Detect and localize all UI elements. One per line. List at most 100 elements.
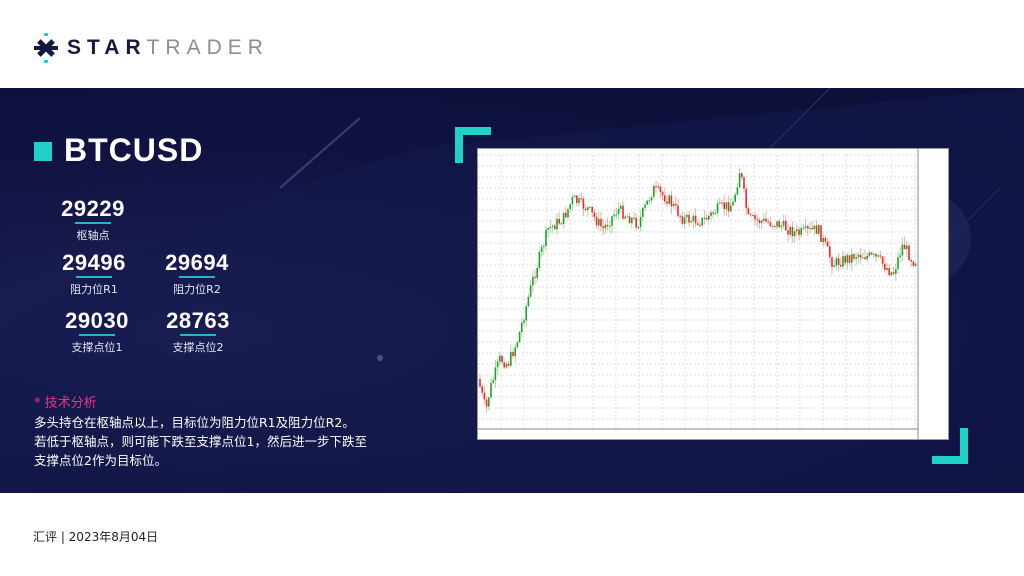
candle-body: [906, 245, 908, 250]
candle-body: [769, 222, 772, 227]
candle-body: [787, 230, 789, 235]
candle-body: [562, 212, 565, 225]
underline: [179, 276, 215, 278]
candle-body: [837, 258, 840, 265]
candle-body: [672, 203, 675, 207]
candle-body: [780, 225, 783, 228]
candle-body: [758, 220, 761, 223]
candle-body: [881, 256, 884, 264]
s1-value: 29030: [65, 308, 129, 333]
candle-body: [714, 213, 717, 215]
candle-body: [503, 362, 505, 368]
candle-body: [749, 214, 752, 216]
candle-body: [732, 201, 734, 206]
candle-body: [800, 228, 802, 235]
candle-body: [534, 277, 536, 279]
candle-body: [870, 252, 873, 255]
candle-body: [628, 216, 631, 224]
pivot-level: 29229 枢轴点: [48, 196, 138, 243]
candle-body: [690, 221, 692, 223]
candle-body: [842, 256, 844, 267]
candle-body: [481, 386, 483, 393]
candle-body: [798, 229, 800, 235]
underline: [79, 334, 115, 336]
candle-body: [591, 206, 593, 213]
candle-body: [505, 363, 508, 368]
candle-body: [776, 221, 778, 227]
s2-level: 28763 支撑点位2: [153, 308, 243, 355]
candle-body: [699, 224, 701, 226]
candle-body: [901, 244, 904, 256]
footer-date: 汇评 | 2023年8月04日: [33, 530, 159, 544]
candle-body: [639, 216, 642, 228]
candle-body: [569, 204, 571, 209]
candle-body: [877, 255, 879, 257]
candle-body: [802, 227, 805, 229]
candle-body: [888, 268, 890, 276]
price-chart-image: [477, 148, 949, 440]
candle-body: [485, 399, 488, 407]
candle-body: [661, 192, 664, 196]
candle-body: [848, 255, 851, 263]
r1-level: 29496 阻力位R1: [49, 250, 139, 297]
candle-body: [571, 196, 574, 205]
candle-body: [551, 225, 554, 227]
candle-body: [595, 216, 598, 226]
candle-body: [738, 173, 741, 188]
candle-body: [545, 229, 547, 246]
candle-body: [796, 229, 798, 232]
candle-body: [910, 260, 912, 262]
candle-body: [488, 397, 490, 407]
candle-body: [580, 198, 582, 200]
candle-body: [747, 208, 750, 215]
candle-body: [507, 363, 510, 366]
candle-body: [903, 244, 906, 250]
candle-body: [745, 188, 747, 209]
candle-body: [558, 218, 560, 224]
candle-body: [494, 367, 497, 381]
candle-body: [879, 255, 882, 257]
candle-body: [659, 186, 662, 193]
candle-body: [736, 187, 739, 195]
candle-body: [576, 195, 578, 204]
candle-body: [670, 195, 673, 207]
r1-label: 阻力位R1: [70, 283, 118, 296]
candle-body: [593, 212, 596, 217]
candle-body: [710, 212, 712, 216]
candle-body: [657, 186, 659, 188]
candle-body: [516, 342, 519, 348]
candle-body: [532, 277, 534, 286]
candle-body: [719, 202, 721, 204]
candle-body: [681, 216, 684, 224]
candle-body: [529, 285, 532, 297]
candle-body: [890, 272, 893, 276]
candlestick-chart: [477, 149, 919, 439]
s2-label: 支撑点位2: [172, 341, 224, 354]
candle-body: [549, 226, 552, 229]
candle-body: [620, 205, 622, 209]
candle-body: [686, 214, 688, 218]
candle-body: [501, 355, 503, 363]
candle-body: [851, 254, 853, 263]
candle-body: [547, 228, 549, 230]
candle-body: [824, 237, 827, 242]
underline: [180, 334, 216, 336]
candle-body: [514, 347, 516, 357]
candle-body: [609, 225, 611, 227]
candle-body: [598, 218, 600, 226]
candle-body: [521, 322, 523, 333]
underline: [76, 276, 112, 278]
candle-body: [853, 254, 855, 259]
candle-body: [560, 223, 563, 225]
candle-body: [523, 320, 525, 323]
candle-body: [763, 218, 765, 221]
candle-body: [712, 212, 714, 214]
candle-body: [782, 221, 785, 226]
r1-value: 29496: [62, 250, 126, 275]
candle-body: [606, 224, 609, 227]
candle-body: [587, 207, 589, 211]
candle-body: [565, 212, 567, 218]
candle-body: [844, 256, 846, 263]
candle-body: [831, 257, 833, 268]
candle-body: [584, 208, 587, 211]
